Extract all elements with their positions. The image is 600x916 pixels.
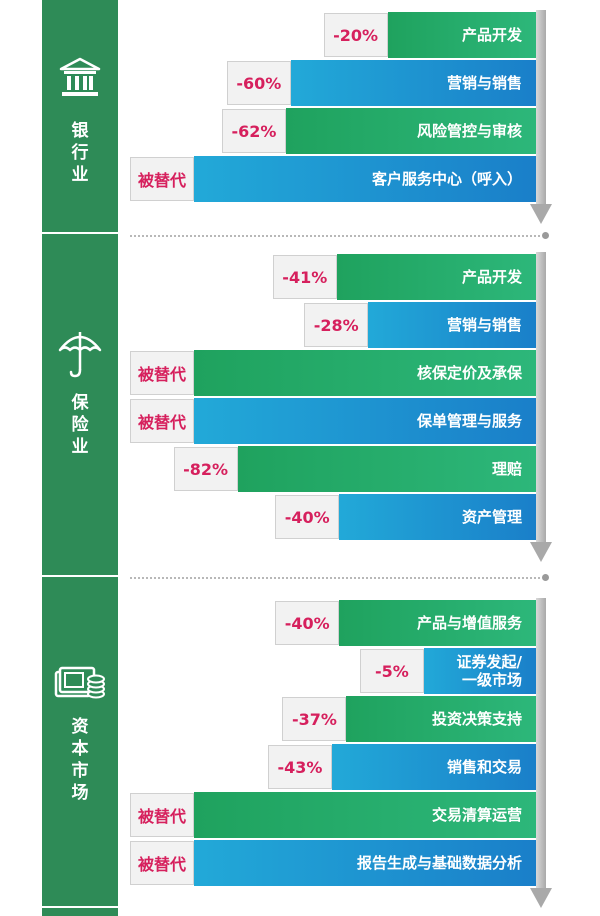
bar: 被替代 报告生成与基础数据分析 <box>130 840 536 886</box>
sidebar-divider <box>42 232 118 234</box>
bar: 被替代 保单管理与服务 <box>130 398 536 444</box>
bar-category-label: 营销与销售 <box>368 302 536 348</box>
section-separator <box>130 235 540 237</box>
bar-value-label: 被替代 <box>130 157 194 201</box>
section-label-banking: 银 行 业 <box>71 121 89 185</box>
bar-category-label: 客户服务中心（呼入） <box>194 156 536 202</box>
bar-category-label: 资产管理 <box>339 494 536 540</box>
sidebar-divider <box>42 575 118 577</box>
bar-value-label: 被替代 <box>130 841 194 885</box>
bar-value-label: -82% <box>173 447 238 491</box>
bar: -5% 证券发起/ 一级市场 <box>359 648 536 694</box>
bar: -40% 产品与增值服务 <box>275 600 536 646</box>
bar-category-label: 核保定价及承保 <box>194 350 536 396</box>
bar-value-label: 被替代 <box>130 351 194 395</box>
bar-category-label: 理赔 <box>237 446 536 492</box>
bar-value-label: -60% <box>226 61 291 105</box>
bank-icon <box>42 56 118 100</box>
bar: 被替代 客户服务中心（呼入） <box>130 156 536 202</box>
bar: 被替代 核保定价及承保 <box>130 350 536 396</box>
bar-category-label: 产品开发 <box>387 12 536 58</box>
bar: -82% 理赔 <box>173 446 536 492</box>
bar: -41% 产品开发 <box>272 254 536 300</box>
bar-value-label: 被替代 <box>130 399 194 443</box>
axis-arrow-icon <box>530 542 552 562</box>
sidebar <box>42 0 118 916</box>
bar-category-label: 产品与增值服务 <box>339 600 536 646</box>
bar-value-label: -28% <box>304 303 369 347</box>
axis-arrow-icon <box>530 888 552 908</box>
bar-value-label: -5% <box>359 649 424 693</box>
section-separator <box>130 577 540 579</box>
bar-value-label: -40% <box>275 495 340 539</box>
sidebar-divider <box>42 906 118 908</box>
bar-category-label: 报告生成与基础数据分析 <box>194 840 536 886</box>
section-label-capital-markets: 资 本 市 场 <box>71 717 89 803</box>
axis-line <box>536 252 546 542</box>
bar-category-label: 交易清算运营 <box>194 792 536 838</box>
bar-value-label: -40% <box>275 601 340 645</box>
axis-line <box>536 598 546 890</box>
bar-value-label: -37% <box>282 697 347 741</box>
axis-line <box>536 10 546 204</box>
bar-category-label: 保单管理与服务 <box>194 398 536 444</box>
bar-category-label: 产品开发 <box>336 254 536 300</box>
money-coins-icon <box>42 664 118 702</box>
bar-value-label: -43% <box>267 745 332 789</box>
bar: -20% 产品开发 <box>323 12 536 58</box>
umbrella-icon <box>42 328 118 378</box>
bar-value-label: -20% <box>323 13 388 57</box>
bar: -37% 投资决策支持 <box>282 696 536 742</box>
bar: 被替代 交易清算运营 <box>130 792 536 838</box>
axis-arrow-icon <box>530 204 552 224</box>
bar-value-label: 被替代 <box>130 793 194 837</box>
bar: -60% 营销与销售 <box>226 60 536 106</box>
separator-dot <box>542 574 549 581</box>
bar-category-label: 营销与销售 <box>290 60 536 106</box>
bar-category-label: 证券发起/ 一级市场 <box>423 648 536 694</box>
bar-category-label: 投资决策支持 <box>346 696 536 742</box>
bar: -43% 销售和交易 <box>267 744 536 790</box>
bar: -28% 营销与销售 <box>304 302 536 348</box>
bar-category-label: 风险管控与审核 <box>285 108 536 154</box>
bar-category-label: 销售和交易 <box>331 744 536 790</box>
bar-value-label: -62% <box>221 109 286 153</box>
bar: -62% 风险管控与审核 <box>221 108 536 154</box>
separator-dot <box>542 232 549 239</box>
section-label-insurance: 保 险 业 <box>71 393 89 457</box>
bar-value-label: -41% <box>272 255 337 299</box>
bar: -40% 资产管理 <box>275 494 536 540</box>
